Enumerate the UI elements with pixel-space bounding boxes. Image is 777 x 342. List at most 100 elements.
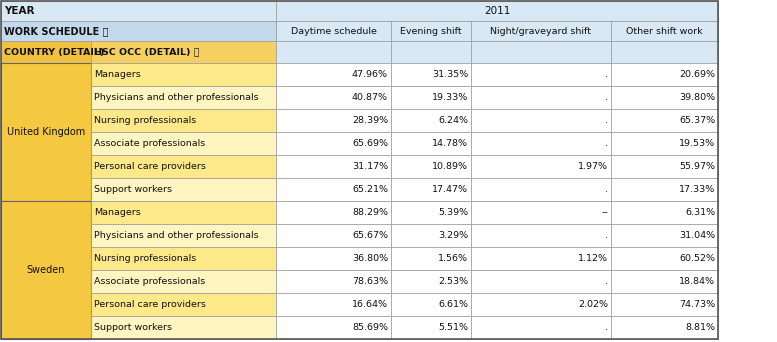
Bar [276,132,391,155]
Text: .: . [605,185,608,194]
Bar [91,224,276,247]
Bar [391,63,471,86]
Bar [1,21,276,41]
Bar [471,270,611,293]
Bar [611,21,718,41]
Bar [471,21,611,41]
Bar [91,270,276,293]
Text: 55.97%: 55.97% [679,162,715,171]
Text: 31.35%: 31.35% [432,70,468,79]
Bar [611,293,718,316]
Bar [276,224,391,247]
Bar [391,224,471,247]
Bar [276,1,718,21]
Bar [276,63,391,86]
Bar [471,41,611,63]
Text: 8.81%: 8.81% [685,323,715,332]
Bar [391,21,471,41]
Bar [276,86,391,109]
Bar [391,270,471,293]
Bar [91,201,276,224]
Bar [276,270,391,293]
Text: Associate professionals: Associate professionals [94,277,205,286]
Bar [471,109,611,132]
Text: Other shift work: Other shift work [626,26,703,36]
Text: Personal care providers: Personal care providers [94,162,206,171]
Bar [471,155,611,178]
Text: Managers: Managers [94,208,141,217]
Bar [391,178,471,201]
Bar [611,247,718,270]
Text: United Kingdom: United Kingdom [7,127,85,137]
Text: 2.02%: 2.02% [578,300,608,309]
Text: 28.39%: 28.39% [352,116,388,125]
Text: 1.97%: 1.97% [578,162,608,171]
Bar [611,316,718,339]
Bar [471,316,611,339]
Bar [471,293,611,316]
Text: 19.33%: 19.33% [432,93,468,102]
Text: 40.87%: 40.87% [352,93,388,102]
Bar [91,109,276,132]
Text: 5.39%: 5.39% [438,208,468,217]
Bar [1,201,91,339]
Text: 14.78%: 14.78% [432,139,468,148]
Bar [1,63,91,201]
Bar [611,201,718,224]
Text: 85.69%: 85.69% [352,323,388,332]
Text: 6.31%: 6.31% [685,208,715,217]
Text: --: -- [601,208,608,217]
Text: Nursing professionals: Nursing professionals [94,116,197,125]
Text: 6.24%: 6.24% [438,116,468,125]
Bar [611,109,718,132]
Bar [91,293,276,316]
Bar [391,247,471,270]
Text: 65.69%: 65.69% [352,139,388,148]
Bar [91,316,276,339]
Text: 31.17%: 31.17% [352,162,388,171]
Bar [611,63,718,86]
Text: Personal care providers: Personal care providers [94,300,206,309]
Text: 17.47%: 17.47% [432,185,468,194]
Text: YEAR: YEAR [4,6,34,16]
Text: 65.37%: 65.37% [679,116,715,125]
Bar [1,41,91,63]
Bar [91,86,276,109]
Bar [276,316,391,339]
Bar [91,155,276,178]
Text: Daytime schedule: Daytime schedule [291,26,376,36]
Bar [1,1,276,21]
Bar [91,132,276,155]
Text: 6.61%: 6.61% [438,300,468,309]
Bar [276,178,391,201]
Bar [276,247,391,270]
Bar [471,178,611,201]
Bar [91,247,276,270]
Bar [611,41,718,63]
Text: 17.33%: 17.33% [679,185,715,194]
Text: .: . [605,323,608,332]
Text: 78.63%: 78.63% [352,277,388,286]
Bar [391,41,471,63]
Bar [471,247,611,270]
Text: 60.52%: 60.52% [679,254,715,263]
Bar [276,109,391,132]
Bar [471,86,611,109]
Text: 47.96%: 47.96% [352,70,388,79]
Text: 5.51%: 5.51% [438,323,468,332]
Bar [391,316,471,339]
Text: Nursing professionals: Nursing professionals [94,254,197,263]
Text: 2011: 2011 [484,6,510,16]
Bar [276,155,391,178]
Text: 74.73%: 74.73% [679,300,715,309]
Bar [611,224,718,247]
Text: 10.89%: 10.89% [432,162,468,171]
Text: .: . [605,139,608,148]
Text: Associate professionals: Associate professionals [94,139,205,148]
Bar [276,41,391,63]
Text: 18.84%: 18.84% [679,277,715,286]
Text: 20.69%: 20.69% [679,70,715,79]
Text: 31.04%: 31.04% [679,231,715,240]
Text: 36.80%: 36.80% [352,254,388,263]
Bar [391,293,471,316]
